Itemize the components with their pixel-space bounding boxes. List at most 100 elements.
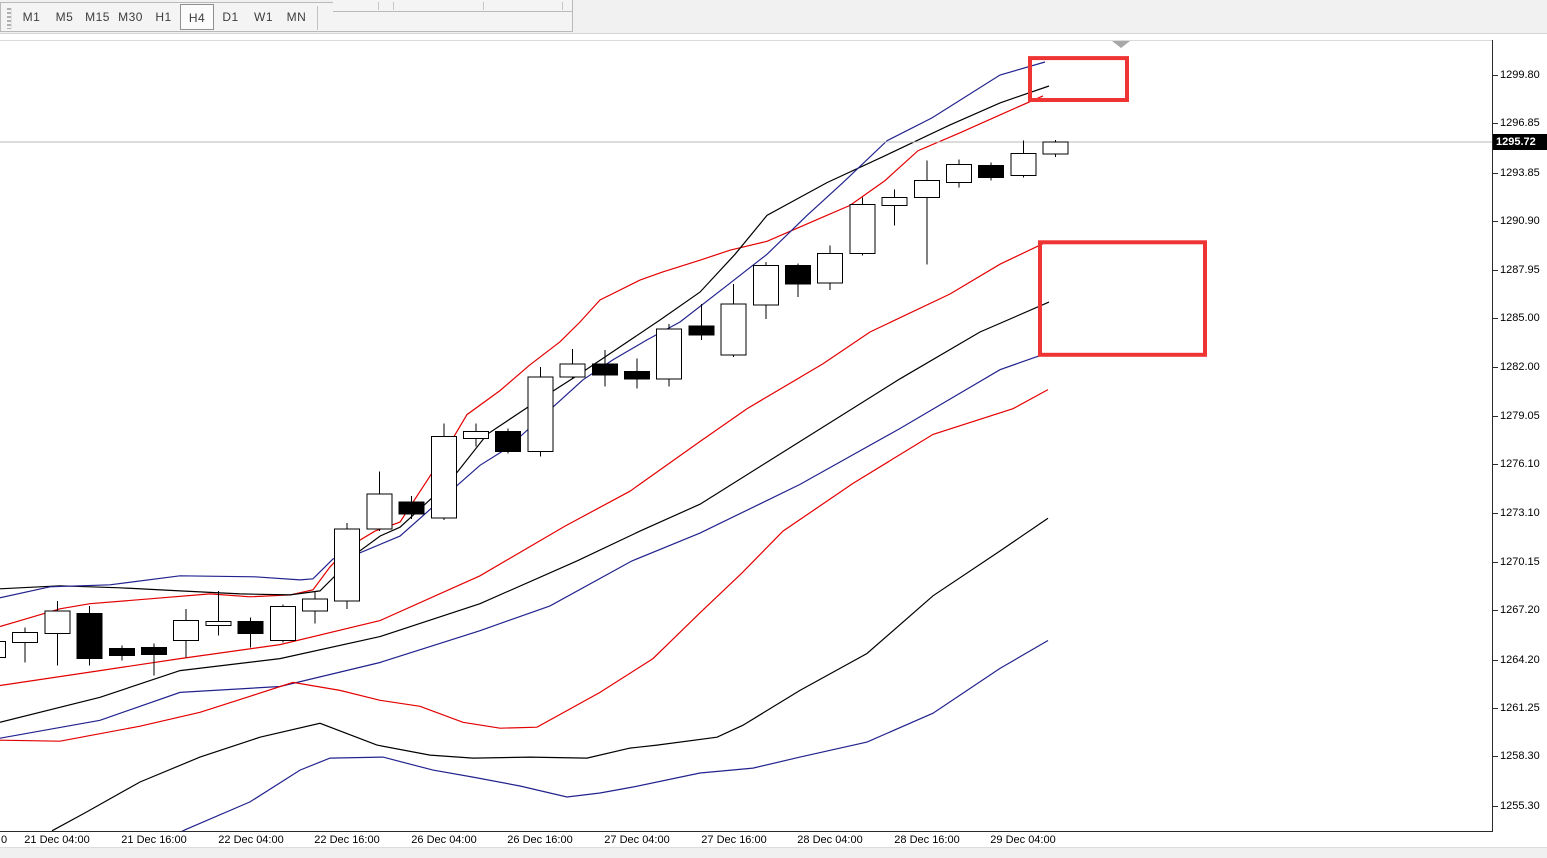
tf-button-H1[interactable]: H1 (155, 10, 172, 24)
time-tick-label: 27 Dec 16:00 (701, 834, 767, 846)
candle-body-bullish (656, 328, 683, 380)
candle (688, 304, 715, 340)
annotation-rectangle[interactable] (1038, 240, 1207, 357)
candle (591, 349, 618, 387)
price-axis[interactable]: 1299.80 1296.85 1293.85 1290.90 1287.95 1285.… (1493, 40, 1547, 832)
candle-body-bullish (44, 610, 71, 635)
time-tick-label: 21 Dec 04:00 (24, 834, 90, 846)
candle (0, 641, 6, 659)
candle-body-bearish (495, 431, 522, 452)
candle-body-bearish (237, 621, 264, 635)
price-tick-label: 1273.10 (1493, 507, 1540, 520)
candle-body-bullish (269, 606, 296, 642)
ma-line-mid-navy (0, 353, 1046, 739)
time-axis[interactable]: 0 21 Dec 04:00 21 Dec 16:00 22 Dec 04:00 22 … (0, 832, 1492, 848)
candle-body-bearish (141, 647, 167, 656)
tf-button-M15[interactable]: M15 (85, 10, 110, 24)
candle (430, 423, 457, 521)
price-tick-label: 1299.80 (1493, 69, 1540, 81)
candle-body-bearish (785, 264, 811, 285)
candle-body-bullish (334, 528, 361, 602)
candle-body-bearish (591, 363, 618, 376)
candle (1010, 140, 1037, 178)
candle (173, 608, 200, 658)
candle-body-bullish (12, 632, 39, 643)
candle (366, 471, 393, 532)
candle (108, 645, 135, 661)
price-tick-label: 1282.00 (1493, 361, 1540, 374)
candle-body-bullish (720, 303, 747, 356)
candle (302, 590, 328, 624)
candle (849, 197, 876, 256)
time-tick-label: 0 (0, 834, 8, 846)
candle (752, 262, 779, 319)
candle-body-bearish (398, 501, 425, 515)
scroll-to-end-marker-icon (1112, 41, 1130, 48)
annotation-rectangle[interactable] (1028, 56, 1129, 103)
time-tick-label: 22 Dec 04:00 (218, 834, 284, 846)
tf-button-MN[interactable]: MN (286, 10, 307, 24)
candle-body-bullish (817, 252, 844, 284)
candle (559, 348, 586, 379)
ma-line-fast-black (0, 85, 1050, 596)
candle-body-bullish (463, 431, 489, 440)
chart-bottom-border (0, 831, 1493, 832)
candle (237, 617, 264, 648)
clipped-upper-toolbar (333, 0, 573, 12)
ma-line-slow-red (0, 389, 1049, 742)
price-tick-label: 1279.05 (1493, 409, 1540, 422)
candle (978, 162, 1005, 181)
tf-button-H4[interactable]: H4 (180, 4, 214, 30)
candle-body-bullish (430, 436, 457, 519)
tf-button-W1[interactable]: W1 (254, 10, 273, 24)
price-tick-label: 1261.25 (1493, 701, 1540, 714)
tf-button-D1[interactable]: D1 (222, 10, 239, 24)
ma-line-fast-red (0, 95, 1044, 628)
ma-line-mid-red (0, 240, 1049, 687)
candle (205, 590, 232, 636)
candle-body-bullish (1042, 141, 1069, 155)
time-tick-label: 27 Dec 04:00 (604, 834, 670, 846)
candle (817, 245, 844, 291)
timeframe-buttons: M1 M5 M15 M30 H1 H4 D1 W1 MN (15, 4, 313, 30)
tf-button-M5[interactable]: M5 (55, 10, 74, 24)
candle-body-bearish (76, 613, 103, 660)
tf-button-M30[interactable]: M30 (118, 10, 143, 24)
candle-body-bullish (752, 264, 779, 306)
candle (141, 643, 167, 676)
candle (398, 496, 425, 520)
candle (946, 159, 972, 188)
candle (44, 600, 71, 666)
candle (656, 324, 683, 387)
candle (785, 263, 811, 298)
candle-body-bullish (849, 203, 876, 254)
toolbar-grip-handle[interactable] (7, 8, 12, 29)
price-tick-label: 1270.15 (1493, 555, 1540, 568)
candle-body-bullish (366, 493, 393, 530)
price-tick-label: 1285.00 (1493, 312, 1540, 325)
price-tick-label: 1267.20 (1493, 604, 1540, 617)
price-axis-line (1492, 40, 1493, 832)
candle (12, 627, 39, 663)
candle (624, 358, 650, 389)
price-tick-label: 1290.90 (1493, 215, 1540, 228)
candle (913, 160, 940, 265)
candle-body-bullish (881, 197, 908, 206)
candle (334, 523, 361, 609)
ma-line-slow-black (51, 517, 1049, 832)
time-tick-label: 21 Dec 16:00 (121, 834, 187, 846)
candle (495, 428, 522, 454)
current-price-badge: 1295.72 (1493, 133, 1547, 150)
chart-canvas[interactable] (0, 40, 1493, 832)
candle-body-bearish (108, 648, 135, 657)
time-tick-label: 22 Dec 16:00 (314, 834, 380, 846)
candle (527, 366, 554, 457)
toolbar-separator (317, 6, 318, 30)
candle (76, 605, 103, 666)
tf-button-M1[interactable]: M1 (22, 10, 41, 24)
window-bottom-strip (0, 847, 1547, 858)
candle-body-bearish (624, 371, 650, 380)
candle-body-bullish (0, 641, 6, 659)
candle (1042, 139, 1069, 158)
price-tick-label: 1287.95 (1493, 263, 1540, 276)
